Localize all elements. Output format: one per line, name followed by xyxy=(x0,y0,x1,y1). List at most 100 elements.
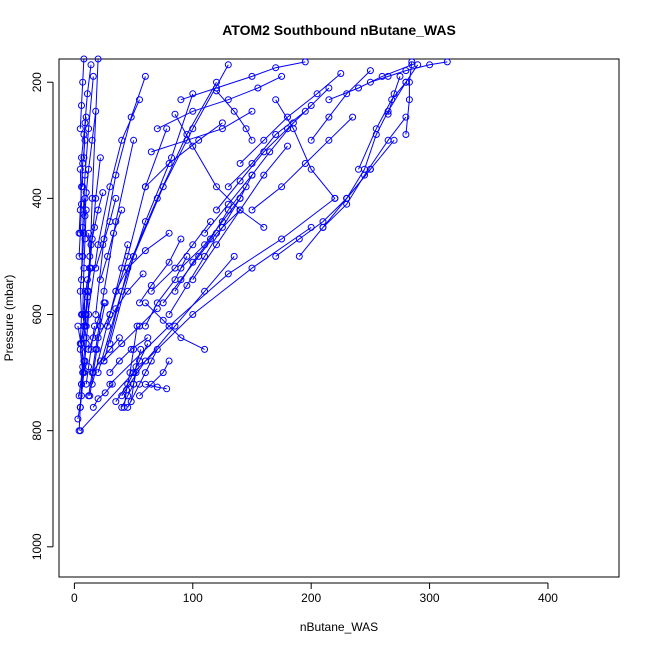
data-point xyxy=(80,369,88,377)
data-point xyxy=(75,392,83,400)
series-74 xyxy=(92,194,120,272)
y-tick-label: 800 xyxy=(30,420,44,440)
series-61 xyxy=(366,58,451,86)
series-line xyxy=(251,116,353,211)
data-point xyxy=(301,107,309,115)
series-line xyxy=(79,58,85,129)
data-point xyxy=(85,345,93,353)
data-point xyxy=(94,334,102,342)
data-point xyxy=(284,113,291,121)
data-point xyxy=(85,165,93,173)
data-point xyxy=(289,125,297,133)
data-point xyxy=(201,345,209,353)
series-line xyxy=(405,61,413,135)
data-point xyxy=(118,340,126,348)
x-tick-label: 300 xyxy=(420,591,440,605)
series-28 xyxy=(124,345,161,411)
data-point xyxy=(153,125,161,133)
series-72 xyxy=(104,270,147,330)
series-line xyxy=(91,128,168,385)
data-point xyxy=(278,72,286,80)
series-line xyxy=(84,111,97,216)
series-line xyxy=(103,81,217,362)
data-point xyxy=(355,165,362,173)
data-point xyxy=(110,229,117,237)
series-line xyxy=(89,302,106,396)
data-point xyxy=(218,223,226,231)
data-point xyxy=(112,287,120,295)
data-point xyxy=(331,194,339,202)
data-point xyxy=(325,84,333,92)
series-57 xyxy=(343,78,410,202)
series-line xyxy=(82,209,87,315)
series-line xyxy=(216,90,253,141)
data-point xyxy=(307,136,315,144)
series-59 xyxy=(307,67,374,144)
data-point xyxy=(92,311,100,318)
data-point xyxy=(94,206,102,214)
series-line xyxy=(79,226,312,432)
data-point xyxy=(343,194,351,202)
series-line xyxy=(88,140,135,396)
data-point xyxy=(127,113,135,121)
data-point xyxy=(236,194,244,202)
series-line xyxy=(84,233,91,327)
data-point xyxy=(79,252,87,260)
data-point xyxy=(224,61,232,69)
data-point xyxy=(141,247,149,255)
data-point xyxy=(177,276,185,284)
data-point xyxy=(319,223,327,231)
data-point xyxy=(106,183,114,191)
data-point xyxy=(108,380,116,388)
data-point xyxy=(85,125,93,133)
series-46 xyxy=(171,110,268,231)
series-64 xyxy=(76,223,315,435)
data-point xyxy=(183,282,191,289)
data-point xyxy=(224,183,232,191)
chart-title: ATOM2 Southbound nButane_WAS xyxy=(222,22,456,38)
y-axis: 200 400 600 800 1000 xyxy=(30,72,54,560)
data-point xyxy=(99,241,107,249)
data-point xyxy=(201,241,209,249)
data-point xyxy=(248,136,256,144)
data-point xyxy=(112,194,120,202)
data-point xyxy=(254,84,262,92)
series-18 xyxy=(75,136,89,237)
data-point xyxy=(82,322,90,330)
data-point xyxy=(112,398,120,406)
data-point xyxy=(94,241,102,249)
data-point xyxy=(76,165,84,173)
data-point xyxy=(165,258,173,266)
data-point xyxy=(81,136,89,144)
series-19 xyxy=(85,136,138,400)
data-point xyxy=(127,345,135,353)
series-62 xyxy=(402,58,416,138)
data-point xyxy=(189,90,197,98)
data-point xyxy=(189,276,197,284)
data-point xyxy=(207,235,214,243)
data-point xyxy=(349,113,357,121)
series-line xyxy=(83,64,92,158)
series-44 xyxy=(224,84,333,191)
data-point xyxy=(96,154,104,162)
data-point xyxy=(92,194,100,202)
series-line xyxy=(121,256,235,397)
data-point xyxy=(163,385,171,393)
data-point xyxy=(183,136,191,144)
data-point xyxy=(177,96,185,104)
series-line xyxy=(78,140,86,234)
plot-frame xyxy=(58,58,620,578)
data-point xyxy=(106,345,114,353)
series-43 xyxy=(213,102,315,214)
data-point xyxy=(236,206,244,214)
data-point xyxy=(402,113,410,121)
data-point xyxy=(141,369,149,377)
data-point xyxy=(76,125,84,133)
y-tick-label: 600 xyxy=(30,304,44,324)
data-point xyxy=(76,340,84,348)
series-17 xyxy=(81,107,100,220)
data-point xyxy=(443,58,451,66)
data-point xyxy=(118,392,126,400)
data-point xyxy=(278,235,286,243)
series-line xyxy=(227,87,330,188)
